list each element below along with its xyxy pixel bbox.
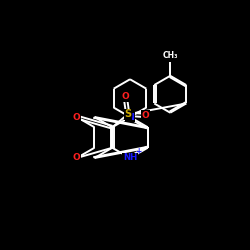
Text: +: + — [136, 146, 142, 156]
Text: O: O — [73, 154, 80, 162]
Text: CH₃: CH₃ — [162, 51, 178, 60]
Text: S: S — [124, 109, 131, 119]
Text: O: O — [141, 111, 149, 120]
Text: NH: NH — [123, 154, 137, 162]
Text: N: N — [126, 112, 134, 122]
Text: O: O — [121, 92, 129, 101]
Text: O: O — [73, 112, 80, 122]
